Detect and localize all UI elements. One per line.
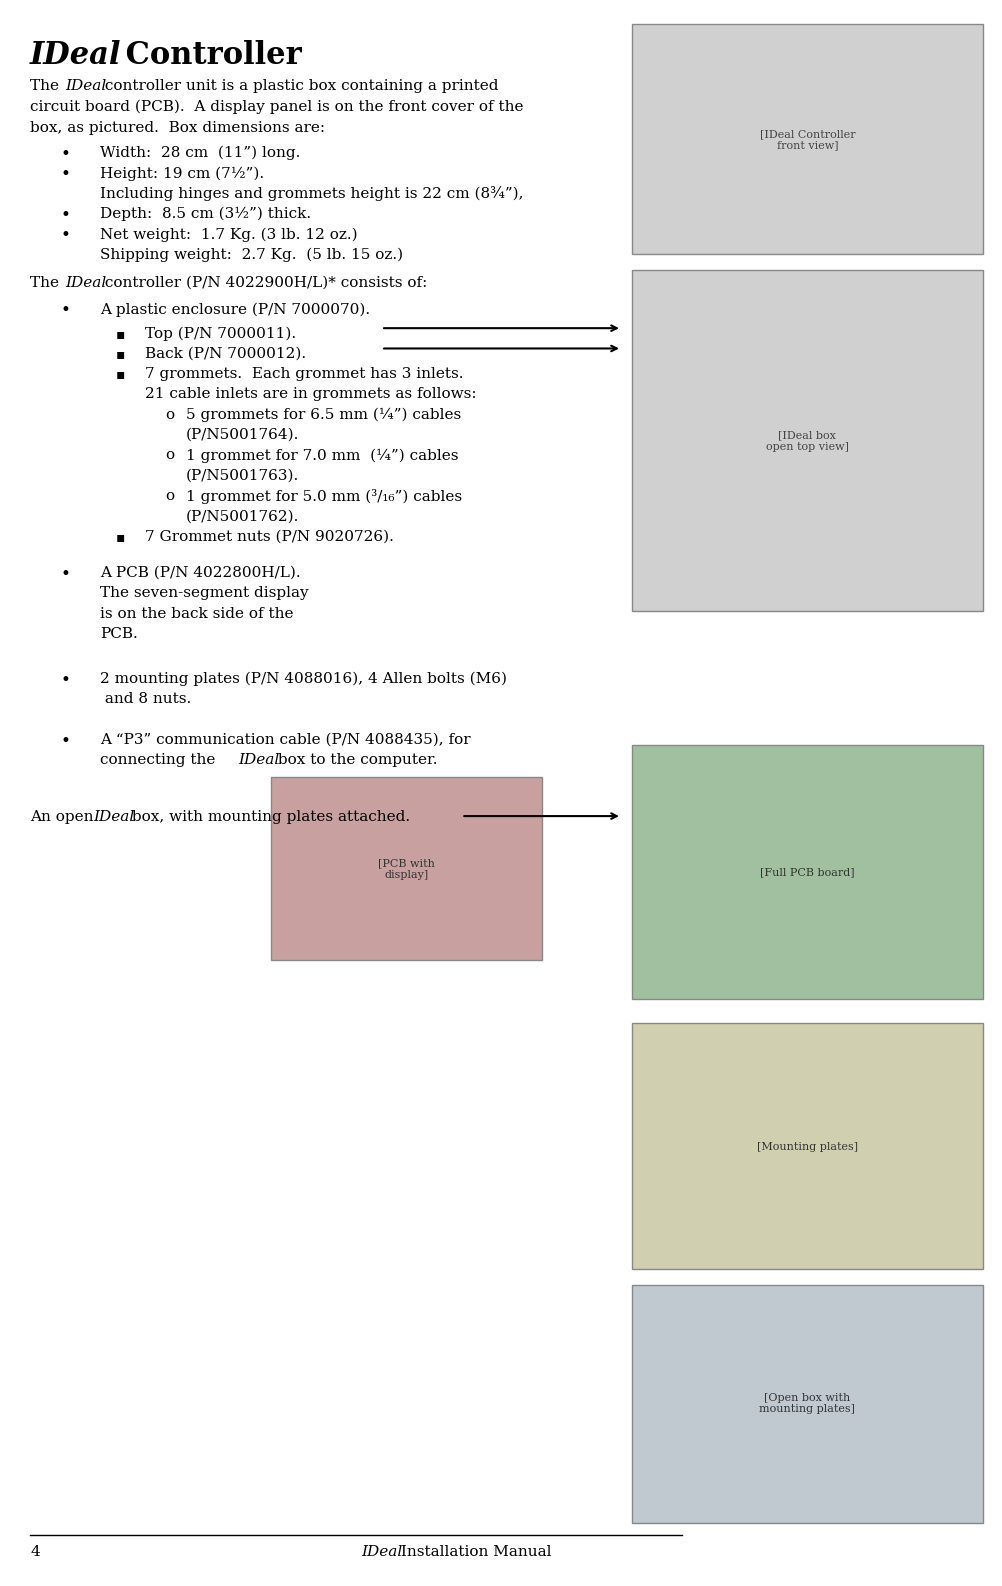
FancyBboxPatch shape — [631, 1023, 982, 1269]
Text: Installation Manual: Installation Manual — [396, 1545, 551, 1559]
FancyBboxPatch shape — [271, 777, 541, 960]
Text: A “P3” communication cable (P/N 4088435), for: A “P3” communication cable (P/N 4088435)… — [100, 733, 471, 747]
Text: IDeal: IDeal — [30, 40, 121, 71]
Text: box, with mounting plates attached.: box, with mounting plates attached. — [127, 810, 410, 823]
Text: box to the computer.: box to the computer. — [273, 753, 437, 768]
Text: Top (P/N 7000011).: Top (P/N 7000011). — [145, 327, 297, 341]
Text: o: o — [165, 449, 174, 463]
Text: Including hinges and grommets height is 22 cm (8¾”),: Including hinges and grommets height is … — [100, 187, 523, 201]
Text: Controller: Controller — [115, 40, 302, 71]
Text: ▪: ▪ — [115, 347, 124, 362]
FancyBboxPatch shape — [631, 24, 982, 254]
Text: The: The — [30, 79, 64, 94]
Text: controller unit is a plastic box containing a printed: controller unit is a plastic box contain… — [100, 79, 498, 94]
Text: IDeal: IDeal — [93, 810, 134, 823]
Text: 7 Grommet nuts (P/N 9020726).: 7 Grommet nuts (P/N 9020726). — [145, 530, 394, 544]
Text: Back (P/N 7000012).: Back (P/N 7000012). — [145, 347, 307, 362]
Text: circuit board (PCB).  A display panel is on the front cover of the: circuit board (PCB). A display panel is … — [30, 100, 523, 114]
Text: [PCB with
display]: [PCB with display] — [378, 858, 434, 880]
Text: connecting the: connecting the — [100, 753, 220, 768]
Text: ▪: ▪ — [115, 327, 124, 341]
Text: •: • — [60, 167, 70, 184]
Text: •: • — [60, 672, 70, 688]
Text: •: • — [60, 206, 70, 224]
Text: (P/N5001762).: (P/N5001762). — [185, 509, 299, 523]
Text: •: • — [60, 566, 70, 584]
Text: Width:  28 cm  (11”) long.: Width: 28 cm (11”) long. — [100, 146, 301, 160]
Text: controller (P/N 4022900H/L)* consists of:: controller (P/N 4022900H/L)* consists of… — [100, 276, 427, 290]
Text: Net weight:  1.7 Kg. (3 lb. 12 oz.): Net weight: 1.7 Kg. (3 lb. 12 oz.) — [100, 227, 358, 241]
Text: •: • — [60, 733, 70, 750]
Text: The: The — [30, 276, 64, 290]
Text: is on the back side of the: is on the back side of the — [100, 607, 294, 620]
FancyBboxPatch shape — [631, 270, 982, 611]
Text: [Open box with
mounting plates]: [Open box with mounting plates] — [759, 1393, 855, 1415]
Text: [Full PCB board]: [Full PCB board] — [760, 868, 854, 877]
Text: A PCB (P/N 4022800H/L).: A PCB (P/N 4022800H/L). — [100, 566, 301, 580]
Text: box, as pictured.  Box dimensions are:: box, as pictured. Box dimensions are: — [30, 121, 325, 135]
Text: [IDeal box
open top view]: [IDeal box open top view] — [766, 430, 848, 452]
Text: 5 grommets for 6.5 mm (¼”) cables: 5 grommets for 6.5 mm (¼”) cables — [185, 408, 460, 422]
Text: The seven-segment display: The seven-segment display — [100, 587, 309, 601]
Text: 1 grommet for 5.0 mm (³/₁₆”) cables: 1 grommet for 5.0 mm (³/₁₆”) cables — [185, 488, 461, 504]
Text: (P/N5001763).: (P/N5001763). — [185, 469, 299, 482]
Text: IDeal: IDeal — [238, 753, 280, 768]
Text: o: o — [165, 488, 174, 503]
Text: and 8 nuts.: and 8 nuts. — [100, 691, 191, 706]
Text: ▪: ▪ — [115, 530, 124, 544]
Text: •: • — [60, 146, 70, 163]
FancyBboxPatch shape — [631, 1285, 982, 1523]
Text: •: • — [60, 303, 70, 319]
Text: 1 grommet for 7.0 mm  (¼”) cables: 1 grommet for 7.0 mm (¼”) cables — [185, 449, 458, 463]
Text: 2 mounting plates (P/N 4088016), 4 Allen bolts (M6): 2 mounting plates (P/N 4088016), 4 Allen… — [100, 672, 507, 687]
Text: Depth:  8.5 cm (3½”) thick.: Depth: 8.5 cm (3½”) thick. — [100, 206, 311, 220]
Text: IDeal: IDeal — [65, 79, 106, 94]
Text: A plastic enclosure (P/N 7000070).: A plastic enclosure (P/N 7000070). — [100, 303, 370, 317]
Text: PCB.: PCB. — [100, 626, 138, 641]
Text: ▪: ▪ — [115, 368, 124, 381]
Text: IDeal: IDeal — [361, 1545, 402, 1559]
Text: Shipping weight:  2.7 Kg.  (5 lb. 15 oz.): Shipping weight: 2.7 Kg. (5 lb. 15 oz.) — [100, 247, 403, 262]
FancyBboxPatch shape — [631, 745, 982, 999]
Text: o: o — [165, 408, 174, 422]
Text: An open: An open — [30, 810, 98, 823]
Text: (P/N5001764).: (P/N5001764). — [185, 428, 299, 442]
Text: Height: 19 cm (7½”).: Height: 19 cm (7½”). — [100, 167, 265, 181]
Text: [Mounting plates]: [Mounting plates] — [757, 1142, 857, 1151]
Text: IDeal: IDeal — [65, 276, 106, 290]
Text: [IDeal Controller
front view]: [IDeal Controller front view] — [759, 128, 855, 151]
Text: 21 cable inlets are in grommets as follows:: 21 cable inlets are in grommets as follo… — [145, 387, 477, 401]
Text: •: • — [60, 227, 70, 244]
Text: 7 grommets.  Each grommet has 3 inlets.: 7 grommets. Each grommet has 3 inlets. — [145, 368, 464, 381]
Text: 4: 4 — [30, 1545, 40, 1559]
